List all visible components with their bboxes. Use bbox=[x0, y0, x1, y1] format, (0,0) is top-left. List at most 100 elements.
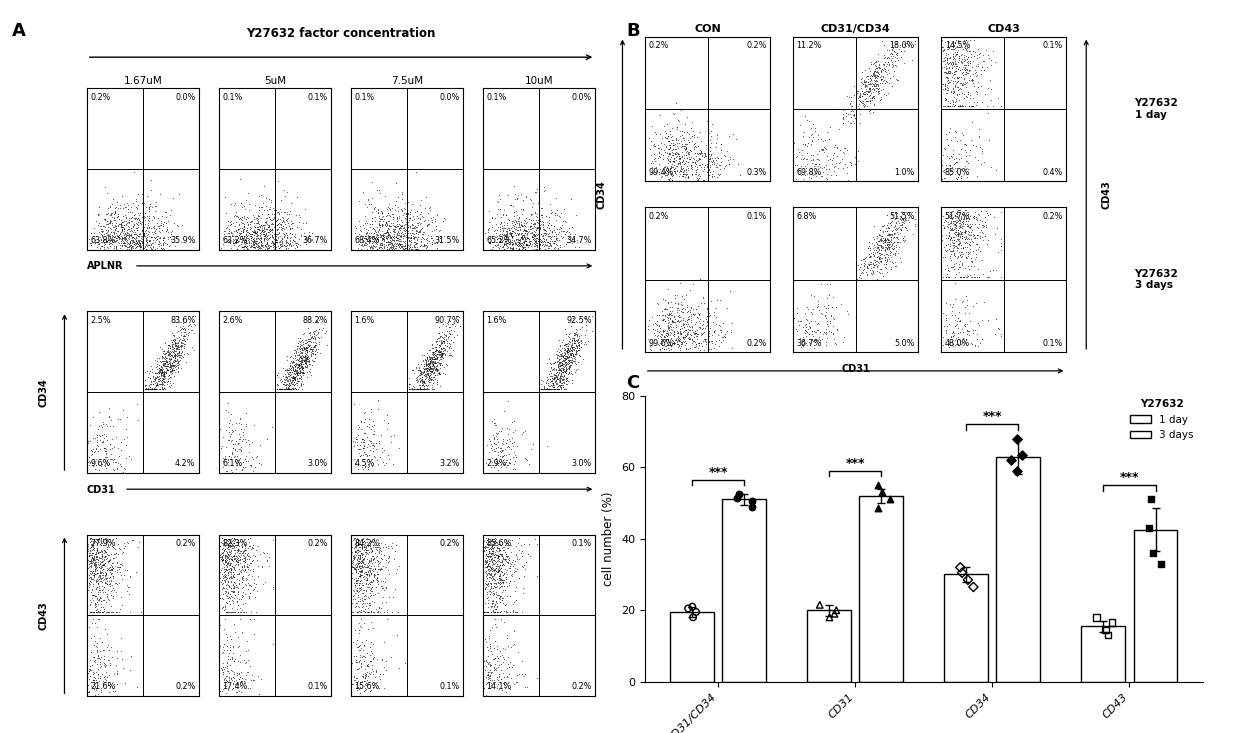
Point bbox=[521, 209, 541, 221]
Point bbox=[215, 638, 234, 649]
Point bbox=[164, 377, 184, 388]
Point bbox=[666, 334, 686, 346]
Point bbox=[563, 339, 583, 351]
Point bbox=[532, 236, 552, 248]
Point bbox=[498, 562, 518, 574]
Point bbox=[384, 224, 404, 236]
Point bbox=[440, 315, 460, 327]
Point bbox=[957, 233, 977, 245]
Point bbox=[223, 671, 243, 682]
Point bbox=[888, 74, 908, 86]
Point bbox=[649, 320, 668, 331]
Point bbox=[244, 225, 264, 237]
Point bbox=[676, 324, 696, 336]
Point bbox=[397, 232, 417, 243]
Point bbox=[86, 442, 105, 454]
Point bbox=[672, 156, 692, 168]
Point bbox=[547, 366, 567, 378]
Point bbox=[243, 241, 263, 253]
Point bbox=[351, 606, 371, 618]
Point bbox=[552, 358, 572, 370]
Point bbox=[940, 240, 960, 252]
Point bbox=[868, 48, 888, 59]
Point bbox=[787, 150, 807, 162]
Point bbox=[89, 672, 109, 684]
Point bbox=[565, 348, 585, 360]
Point bbox=[367, 229, 387, 240]
Point bbox=[968, 51, 988, 63]
Point bbox=[507, 224, 527, 236]
Point bbox=[126, 235, 146, 247]
Point bbox=[885, 207, 905, 218]
Point bbox=[304, 341, 324, 353]
Point bbox=[352, 461, 372, 473]
Point bbox=[362, 545, 382, 557]
Point bbox=[423, 339, 443, 350]
Point bbox=[161, 371, 181, 383]
Point bbox=[874, 53, 894, 65]
Point bbox=[942, 100, 962, 112]
Point bbox=[128, 216, 148, 228]
Point bbox=[936, 57, 956, 69]
Point bbox=[680, 136, 699, 147]
Point bbox=[813, 161, 833, 173]
Point bbox=[407, 371, 427, 383]
Point bbox=[438, 332, 458, 344]
Point bbox=[143, 383, 162, 395]
Point bbox=[94, 570, 114, 582]
Point bbox=[687, 174, 707, 185]
Point bbox=[99, 561, 119, 572]
Point bbox=[525, 233, 544, 245]
Point bbox=[551, 356, 570, 368]
Point bbox=[557, 363, 577, 375]
Point bbox=[967, 215, 987, 226]
Point bbox=[951, 56, 971, 67]
Point bbox=[294, 355, 314, 366]
Point bbox=[255, 229, 275, 241]
Point bbox=[109, 561, 129, 573]
Point bbox=[91, 555, 110, 567]
Point bbox=[343, 674, 363, 686]
Point bbox=[113, 662, 133, 674]
Point bbox=[549, 221, 569, 232]
Point bbox=[420, 353, 440, 364]
Point bbox=[861, 251, 880, 262]
Point bbox=[342, 636, 362, 648]
Point bbox=[223, 585, 243, 597]
Point bbox=[683, 308, 703, 320]
Point bbox=[875, 256, 895, 268]
Point bbox=[485, 433, 505, 445]
Point bbox=[296, 349, 316, 361]
Point bbox=[947, 46, 967, 58]
Point bbox=[503, 243, 523, 255]
Point bbox=[681, 333, 701, 345]
Point bbox=[381, 241, 401, 253]
Point bbox=[278, 206, 298, 218]
Point bbox=[858, 91, 878, 103]
Point bbox=[224, 210, 244, 221]
Point bbox=[162, 225, 182, 237]
Point bbox=[97, 534, 117, 545]
Point bbox=[365, 562, 384, 574]
Point bbox=[512, 668, 532, 680]
Point bbox=[83, 668, 103, 679]
Point bbox=[482, 595, 502, 607]
Point bbox=[698, 335, 718, 347]
Point bbox=[935, 51, 955, 63]
Point bbox=[81, 606, 100, 618]
Point bbox=[407, 224, 427, 236]
Point bbox=[687, 312, 707, 323]
Point bbox=[368, 555, 388, 567]
Point bbox=[408, 383, 428, 395]
Point bbox=[122, 232, 141, 244]
Point bbox=[164, 346, 184, 358]
Point bbox=[500, 237, 520, 249]
Point bbox=[570, 350, 590, 361]
Point bbox=[681, 317, 701, 328]
Point bbox=[513, 232, 533, 243]
Point bbox=[481, 438, 501, 450]
Point bbox=[694, 334, 714, 345]
Point bbox=[532, 383, 552, 395]
Point bbox=[541, 358, 560, 370]
Point bbox=[811, 133, 831, 145]
